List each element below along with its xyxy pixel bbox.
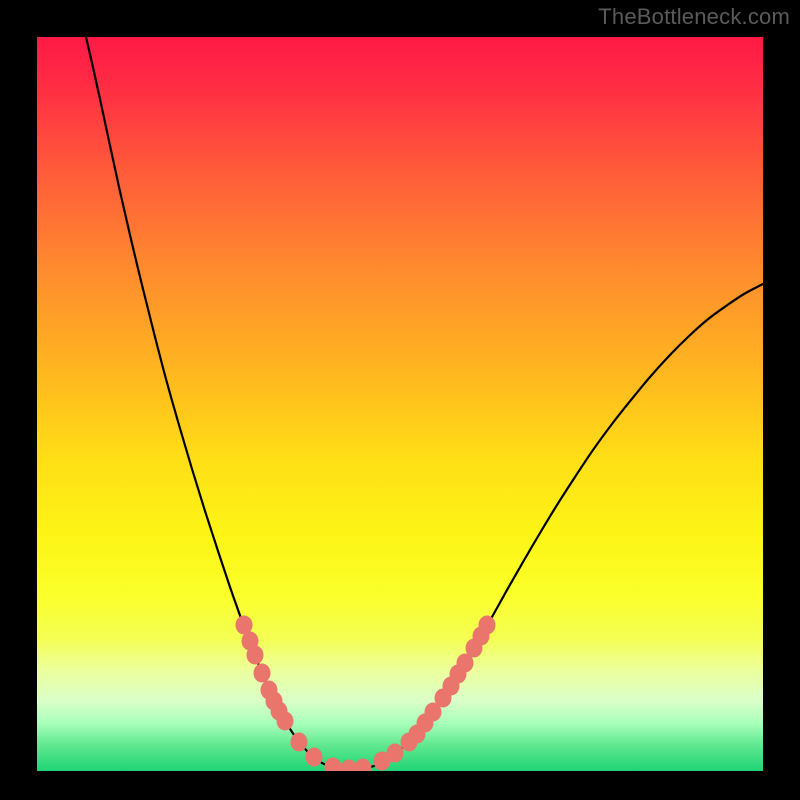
curve-marker [277,712,294,731]
curve-marker [479,616,496,635]
gradient-background [37,37,763,771]
curve-marker [254,664,271,683]
bottleneck-curve-plot [37,37,763,771]
watermark-label: TheBottleneck.com [598,4,790,30]
curve-marker [387,744,404,763]
curve-marker [291,733,308,752]
plot-svg [37,37,763,771]
chart-frame: TheBottleneck.com [0,0,800,800]
curve-marker [247,646,264,665]
curve-marker [306,748,323,767]
